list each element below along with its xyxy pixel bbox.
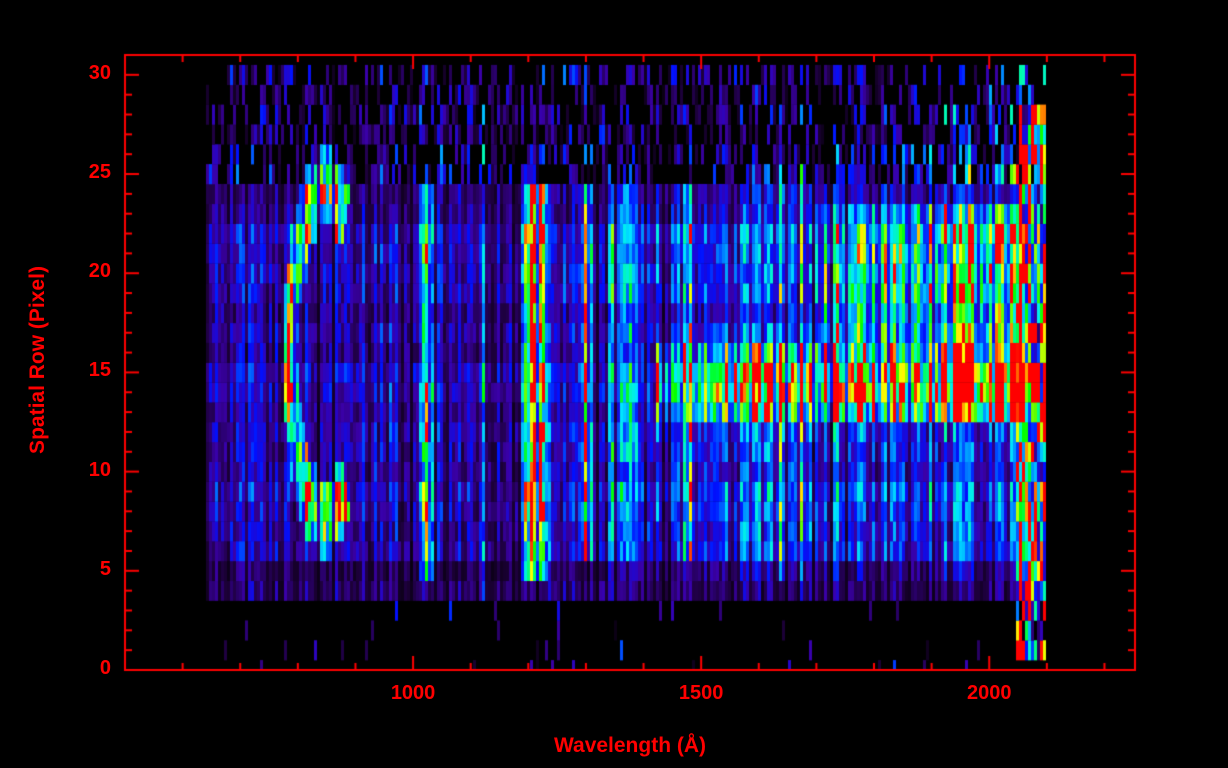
y-tick-label: 30 [88, 61, 111, 84]
x-tick-label: 1500 [678, 682, 724, 704]
x-tick-label: 1000 [390, 682, 436, 704]
x-axis-title: Wavelength (Å) [553, 734, 707, 757]
x-tick-label: 2000 [966, 682, 1012, 704]
y-axis-title: Spatial Row (Pixel) [26, 266, 49, 454]
y-tick-label: 25 [88, 161, 111, 184]
y-tick-label: 20 [88, 260, 111, 283]
y-tick-label: 15 [88, 359, 111, 382]
y-tick-label: 5 [99, 557, 111, 580]
y-tick-label: 10 [88, 458, 111, 481]
y-tick-label: 0 [99, 657, 111, 679]
